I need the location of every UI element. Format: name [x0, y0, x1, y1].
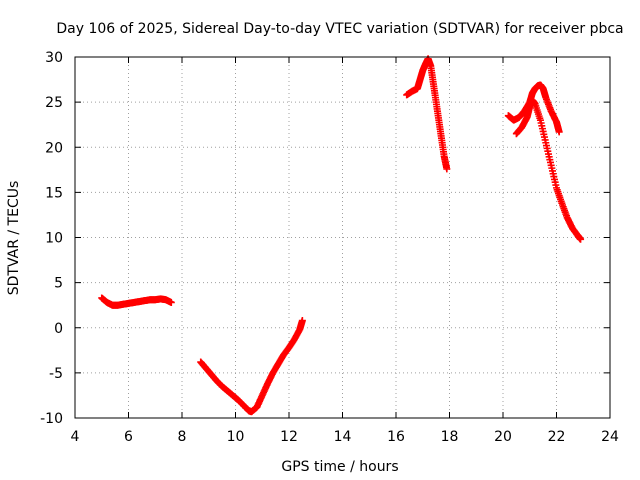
- y-tick-label: 5: [54, 276, 63, 292]
- x-tick-label: 16: [387, 429, 405, 445]
- data-point: [577, 235, 585, 243]
- y-tick-label: 0: [54, 321, 63, 337]
- chart-title: Day 106 of 2025, Sidereal Day-to-day VTE…: [56, 21, 623, 37]
- series-segment-2: [197, 317, 306, 416]
- x-tick-label: 12: [280, 429, 298, 445]
- y-tick-label: 25: [45, 95, 63, 111]
- x-tick-label: 10: [227, 429, 245, 445]
- x-axis-label: GPS time / hours: [281, 459, 398, 475]
- y-tick-label: -10: [40, 411, 63, 427]
- grid-lines: [75, 57, 610, 418]
- data-point: [443, 165, 451, 173]
- x-tick-label: 14: [334, 429, 352, 445]
- data-point: [555, 128, 563, 136]
- series-segment-3: [403, 55, 451, 173]
- x-tick-label: 8: [178, 429, 187, 445]
- series-segment-5: [512, 96, 585, 243]
- x-tick-label: 4: [71, 429, 80, 445]
- y-tick-label: 15: [45, 185, 63, 201]
- y-axis-label: SDTVAR / TECUs: [6, 181, 22, 296]
- x-tick-labels: 4 6 8 10 12 14 16 18 20 22 24: [71, 429, 619, 445]
- x-tick-label: 18: [441, 429, 459, 445]
- axis-ticks: [74, 56, 611, 419]
- y-tick-label: 30: [45, 50, 63, 66]
- data-points: [98, 55, 585, 416]
- y-tick-label: 20: [45, 140, 63, 156]
- y-tick-label: -5: [49, 366, 63, 382]
- x-tick-label: 24: [601, 429, 619, 445]
- series-segment-1: [98, 294, 175, 309]
- x-tick-label: 6: [124, 429, 133, 445]
- data-point: [167, 298, 175, 306]
- data-point: [298, 317, 306, 325]
- x-tick-label: 22: [548, 429, 566, 445]
- y-tick-label: 10: [45, 231, 63, 247]
- y-tick-labels: -10 -5 0 5 10 15 20 25 30: [40, 50, 63, 427]
- x-tick-label: 20: [494, 429, 512, 445]
